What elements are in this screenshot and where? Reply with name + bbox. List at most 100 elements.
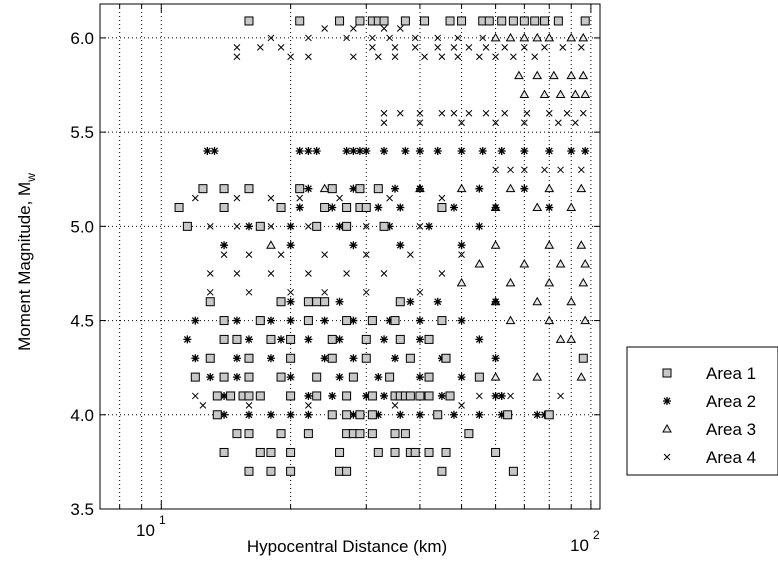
axes: 3.5 4.0 4.5 5.0 5.5 6.0 — [70, 4, 600, 519]
area-1-point — [424, 334, 434, 344]
area-1-point — [355, 16, 365, 26]
plot-frame — [99, 3, 601, 510]
legend-label-area-4: Area 4 — [706, 448, 756, 467]
area-4-point — [391, 402, 399, 409]
area-3-point — [514, 70, 524, 80]
area-3-point — [532, 296, 543, 306]
area-2-point — [349, 241, 358, 250]
area-3-point — [519, 89, 530, 98]
area-4-point — [321, 251, 328, 258]
area-4-point — [492, 166, 499, 174]
area-2-point — [449, 410, 458, 419]
area-1-point — [405, 353, 415, 363]
area-1-point — [255, 316, 265, 326]
area-2-point — [312, 146, 321, 155]
area-1-point — [219, 334, 229, 344]
area-4-point — [541, 43, 548, 51]
area-4-point — [380, 109, 388, 117]
area-4-point — [450, 43, 458, 51]
area-1-point — [367, 429, 377, 439]
area-3-point — [539, 89, 550, 98]
y-tick-label: 4.5 — [70, 312, 94, 331]
area-4-point — [458, 119, 465, 127]
area-2-point — [396, 410, 405, 419]
area-2-point — [396, 241, 405, 250]
area-2-point — [401, 146, 410, 155]
area-3-point — [505, 277, 516, 287]
area-2-point — [415, 146, 424, 155]
area-3-point — [456, 277, 467, 287]
area-3-point — [555, 334, 566, 343]
area-2-point — [191, 354, 200, 363]
area-2-point — [286, 222, 295, 231]
y-axis-title-subscript: w — [24, 173, 38, 183]
area-4-point — [343, 270, 350, 277]
area-1-point — [348, 372, 358, 382]
area-1-point — [226, 391, 236, 401]
area-2-point — [491, 297, 500, 306]
area-4-point — [369, 43, 376, 51]
area-2-point — [540, 410, 549, 419]
area-3-point — [532, 70, 543, 80]
area-1-point — [373, 184, 383, 194]
area-4-point — [267, 222, 275, 230]
area-2-point — [491, 203, 500, 212]
area-2-point — [220, 410, 229, 419]
area-4-point — [321, 288, 328, 296]
area-2-point — [220, 241, 229, 250]
area-4-point — [520, 166, 528, 174]
area-1-point — [342, 410, 352, 420]
area-1-point — [303, 429, 313, 439]
area-2-point — [244, 410, 253, 419]
area-4-point — [267, 270, 275, 277]
area-1-point — [445, 16, 455, 26]
area-1-point — [303, 297, 313, 307]
area-2-point — [342, 146, 351, 155]
area-4-point — [523, 109, 531, 117]
area-2-point — [385, 222, 394, 231]
area-1-point — [441, 447, 451, 457]
area-1-point — [276, 372, 286, 382]
area-3-point — [566, 70, 577, 80]
area-2-point — [457, 373, 466, 382]
area-4-point — [465, 43, 473, 51]
area-4-point — [233, 43, 241, 51]
area-4-point — [563, 109, 571, 117]
area-1-point — [320, 203, 330, 213]
area-4-point — [380, 270, 388, 277]
area-4-point — [199, 402, 207, 409]
area-4-point — [465, 109, 473, 117]
area-4-point — [438, 194, 446, 202]
area-3-point — [474, 259, 485, 268]
area-1-point — [295, 16, 305, 26]
area-2-point — [520, 146, 529, 155]
area-2-point — [266, 410, 275, 419]
area-2-point — [286, 410, 295, 419]
area-3-point — [578, 277, 589, 287]
area-1-point — [400, 429, 410, 439]
area-2-point — [277, 335, 286, 344]
area-1-point — [219, 203, 229, 213]
area-4-point — [520, 119, 528, 127]
area-4-point — [380, 25, 388, 32]
area-3-point — [490, 32, 501, 42]
area-2-point — [335, 297, 344, 306]
area-4-point — [206, 222, 214, 230]
area-3-point — [490, 240, 501, 249]
area-3-point — [555, 89, 566, 98]
area-1-point — [441, 353, 451, 363]
area-4-point — [267, 194, 275, 202]
area-1-point — [395, 297, 405, 307]
svg-text:Moment Magnitude, Mw: Moment Magnitude, Mw — [15, 173, 38, 351]
area-2-point — [349, 184, 358, 193]
area-4-point — [287, 288, 294, 296]
area-1-point — [286, 334, 296, 344]
area-2-point — [349, 316, 358, 325]
area-1-point — [190, 372, 200, 382]
area-2-point — [475, 184, 484, 193]
area-4-point — [245, 402, 253, 409]
area-4-point — [520, 43, 528, 51]
area-1-point — [244, 184, 254, 194]
area-4-point — [369, 34, 376, 42]
area-1-point — [424, 391, 434, 401]
